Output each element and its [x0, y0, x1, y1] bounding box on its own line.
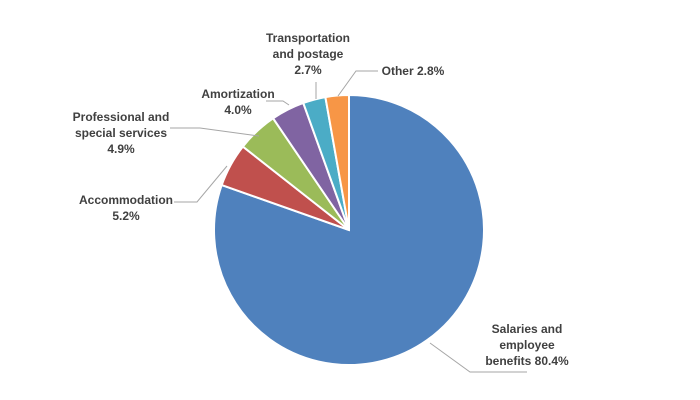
pie-slice-other [324, 93, 350, 231]
leader-line-professional [170, 127, 260, 137]
data-label-line: Amortization [201, 87, 274, 101]
data-label-amortization: Amortization 4.0% [201, 87, 274, 117]
data-label-line: 4.9% [107, 142, 135, 156]
data-label-professional: Professional and special services 4.9% [73, 110, 170, 156]
data-label-line: special services [75, 126, 167, 140]
leader-line-other [337, 70, 378, 97]
leader-line-amortization [266, 100, 290, 106]
data-label-salaries: Salaries and employee benefits 80.4% [485, 322, 569, 368]
data-label-line: benefits 80.4% [485, 354, 569, 368]
pie-slices [213, 93, 486, 366]
leader-line-accommodation [174, 165, 228, 203]
data-label-line: Transportation [266, 31, 350, 45]
data-label-line: Other 2.8% [382, 64, 445, 78]
data-label-other: Other 2.8% [382, 64, 445, 78]
data-label-accommodation: Accommodation 5.2% [79, 193, 173, 223]
data-label-line: employee [499, 338, 555, 352]
data-label-line: and postage [273, 47, 344, 61]
data-label-transportation: Transportation and postage 2.7% [266, 31, 350, 77]
data-label-line: Professional and [73, 110, 170, 124]
leader-line-salaries [429, 342, 527, 373]
leader-lines [170, 70, 527, 373]
data-label-line: 2.7% [294, 63, 322, 77]
data-label-line: Accommodation [79, 193, 173, 207]
data-label-line: 4.0% [224, 103, 252, 117]
data-label-line: 5.2% [112, 209, 140, 223]
data-label-line: Salaries and [492, 322, 563, 336]
data-labels: Salaries and employee benefits 80.4% Accomm… [73, 31, 569, 368]
